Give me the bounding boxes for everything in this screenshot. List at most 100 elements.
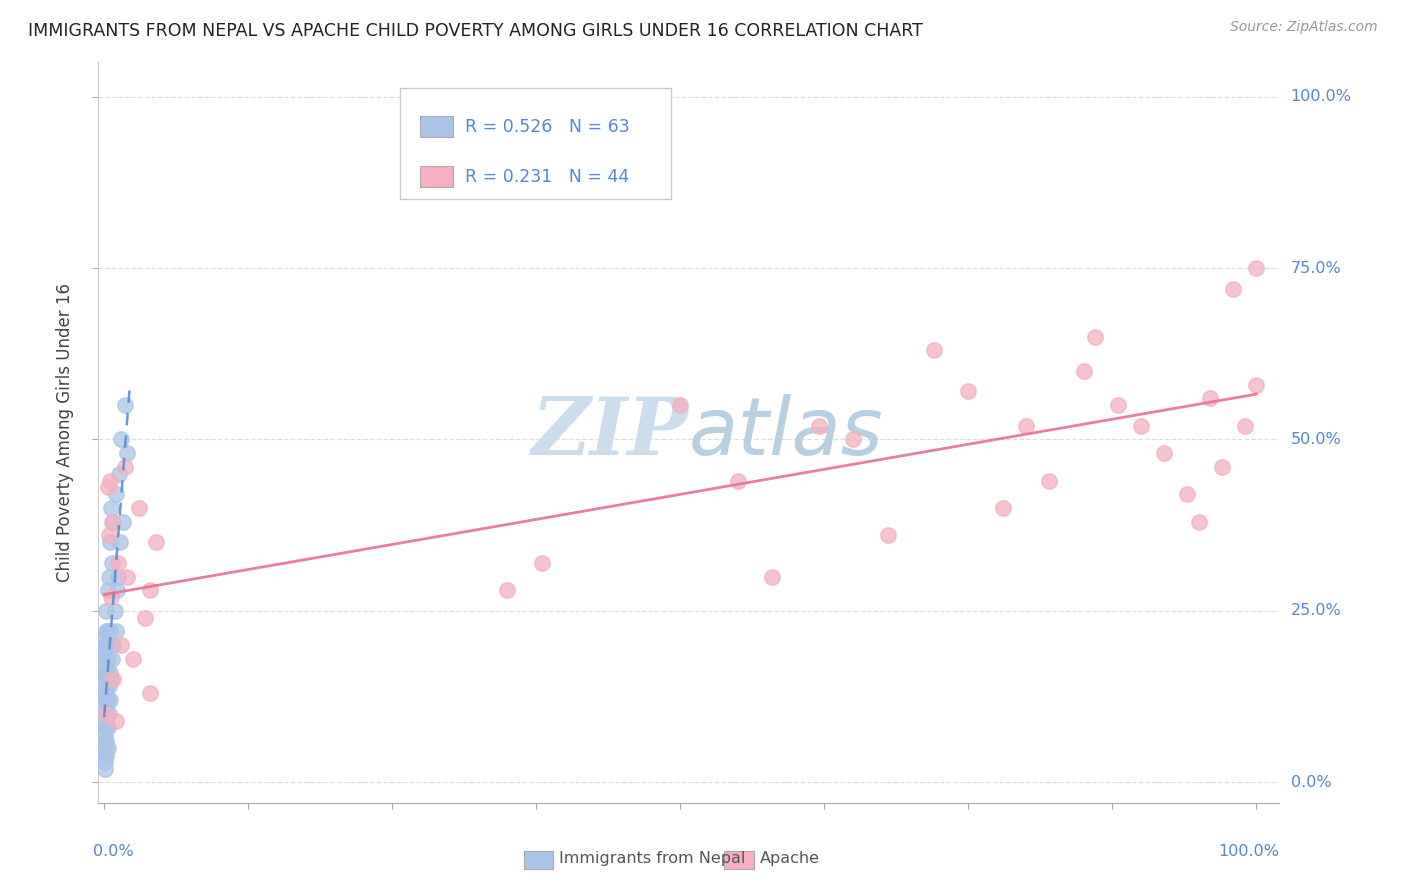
Point: [1246, 261, 1268, 276]
Point: [96, 706, 118, 721]
Point: [96, 638, 118, 652]
Point: [96, 706, 118, 721]
Point: [98, 624, 121, 639]
Point: [101, 515, 124, 529]
Point: [104, 714, 127, 728]
Point: [98, 693, 121, 707]
Point: [97, 480, 120, 494]
Point: [669, 398, 692, 412]
Point: [103, 638, 125, 652]
Point: [94, 747, 117, 762]
Point: [94, 673, 117, 687]
Point: [97, 652, 120, 666]
Text: IMMIGRANTS FROM NEPAL VS APACHE CHILD POVERTY AMONG GIRLS UNDER 16 CORRELATION C: IMMIGRANTS FROM NEPAL VS APACHE CHILD PO…: [28, 22, 922, 40]
Point: [98, 474, 121, 488]
Point: [108, 467, 131, 481]
Point: [1153, 446, 1175, 460]
Point: [97, 693, 120, 707]
Text: R = 0.231   N = 44: R = 0.231 N = 44: [464, 168, 628, 186]
Point: [94, 658, 117, 673]
Point: [122, 652, 145, 666]
Point: [110, 433, 132, 447]
Point: [1130, 418, 1153, 433]
Point: [1188, 515, 1211, 529]
Point: [1222, 282, 1244, 296]
Text: ZIP: ZIP: [531, 394, 689, 471]
Point: [107, 569, 129, 583]
Point: [1084, 329, 1107, 343]
Text: atlas: atlas: [689, 393, 884, 472]
Point: [94, 699, 117, 714]
Point: [1233, 418, 1256, 433]
Text: 100.0%: 100.0%: [1291, 89, 1351, 104]
Text: 25.0%: 25.0%: [1291, 603, 1341, 618]
Point: [94, 665, 117, 680]
Point: [97, 583, 120, 598]
Point: [94, 693, 117, 707]
Point: [957, 384, 980, 399]
FancyBboxPatch shape: [724, 851, 754, 870]
Point: [139, 686, 162, 700]
Point: [1107, 398, 1129, 412]
Point: [94, 727, 117, 741]
Point: [134, 611, 156, 625]
Point: [96, 720, 118, 734]
Point: [96, 747, 118, 762]
Text: 75.0%: 75.0%: [1291, 260, 1341, 276]
Point: [876, 528, 898, 542]
Point: [1073, 364, 1095, 378]
Point: [96, 679, 118, 693]
Point: [1175, 487, 1198, 501]
Point: [727, 474, 749, 488]
Point: [100, 673, 122, 687]
Point: [94, 638, 117, 652]
Point: [922, 343, 945, 358]
Point: [104, 487, 127, 501]
Point: [94, 714, 117, 728]
Point: [94, 762, 117, 776]
Point: [97, 720, 120, 734]
FancyBboxPatch shape: [419, 167, 453, 187]
Point: [98, 535, 121, 549]
Point: [97, 528, 120, 542]
Point: [145, 535, 167, 549]
Text: R = 0.526   N = 63: R = 0.526 N = 63: [464, 118, 630, 136]
Point: [100, 501, 122, 516]
Text: 50.0%: 50.0%: [1291, 432, 1341, 447]
Point: [104, 624, 127, 639]
Point: [97, 569, 120, 583]
Point: [100, 638, 122, 652]
Point: [94, 632, 117, 646]
Point: [110, 638, 132, 652]
Point: [94, 686, 117, 700]
FancyBboxPatch shape: [419, 117, 453, 137]
Point: [96, 734, 118, 748]
Point: [94, 652, 117, 666]
Point: [128, 501, 150, 516]
Point: [991, 501, 1014, 516]
Point: [807, 418, 830, 433]
Text: 100.0%: 100.0%: [1219, 844, 1279, 858]
Text: Apache: Apache: [759, 851, 820, 866]
Point: [842, 433, 865, 447]
Point: [107, 556, 129, 570]
Point: [94, 720, 117, 734]
Y-axis label: Child Poverty Among Girls Under 16: Child Poverty Among Girls Under 16: [56, 283, 75, 582]
Text: 0.0%: 0.0%: [1291, 775, 1331, 789]
Point: [115, 569, 138, 583]
Point: [94, 645, 117, 659]
FancyBboxPatch shape: [399, 88, 671, 200]
Point: [111, 515, 134, 529]
Point: [97, 638, 120, 652]
Point: [101, 556, 124, 570]
Point: [97, 741, 120, 756]
Text: Source: ZipAtlas.com: Source: ZipAtlas.com: [1230, 20, 1378, 34]
Point: [103, 515, 125, 529]
Point: [114, 398, 136, 412]
Point: [531, 556, 554, 570]
Point: [496, 583, 519, 598]
Point: [139, 583, 162, 598]
Text: 0.0%: 0.0%: [93, 844, 134, 858]
Point: [97, 679, 120, 693]
Point: [1246, 377, 1268, 392]
